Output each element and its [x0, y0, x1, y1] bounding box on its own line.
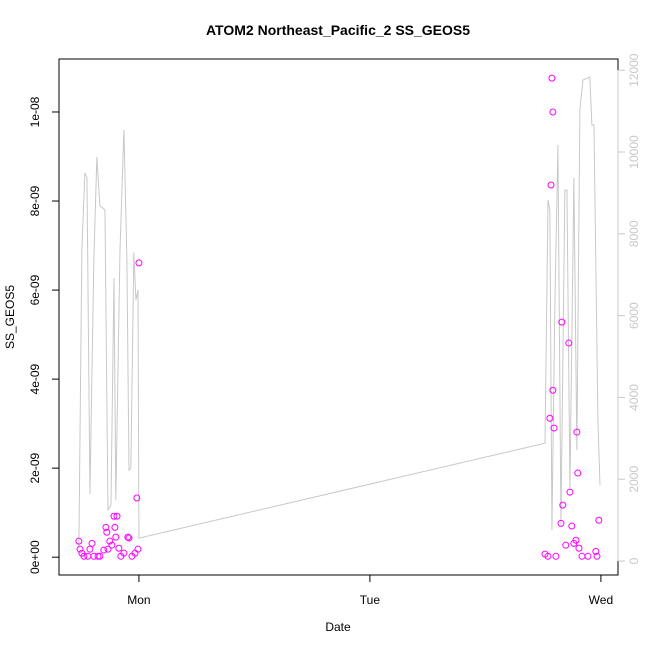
data-point — [113, 512, 121, 520]
y-tick-label: 0e+00 — [28, 540, 42, 574]
data-point — [133, 494, 141, 502]
data-point — [568, 522, 576, 530]
data-point — [550, 424, 558, 432]
data-point — [104, 545, 112, 553]
data-point — [124, 533, 132, 541]
data-point — [547, 181, 555, 189]
data-point — [544, 552, 552, 560]
data-point — [100, 546, 108, 554]
data-point — [110, 512, 118, 520]
data-point — [94, 552, 102, 560]
data-point — [559, 501, 567, 509]
data-point — [549, 386, 557, 394]
data-point — [112, 533, 120, 541]
data-point — [548, 74, 556, 82]
data-line — [78, 76, 601, 549]
x-tick-label: Wed — [589, 593, 613, 607]
data-point — [80, 552, 88, 560]
data-point — [106, 537, 114, 545]
data-point — [566, 488, 574, 496]
data-point — [562, 541, 570, 549]
data-point — [574, 469, 582, 477]
data-point — [593, 552, 601, 560]
y-tick-label: 2e-09 — [28, 452, 42, 483]
data-point — [573, 428, 581, 436]
data-point — [115, 544, 123, 552]
data-point — [96, 552, 104, 560]
x-axis-label: Date — [325, 620, 351, 634]
data-point — [111, 523, 119, 531]
data-point — [103, 528, 111, 536]
data-point — [125, 534, 133, 542]
x-tick-label: Mon — [127, 593, 150, 607]
data-point — [135, 259, 143, 267]
y-tick-label: 8e-09 — [28, 185, 42, 216]
data-point — [557, 519, 565, 527]
data-point — [572, 536, 580, 544]
data-point — [552, 552, 560, 560]
y2-tick-label: 10000 — [627, 135, 641, 169]
data-point — [592, 547, 600, 555]
y2-tick-label: 8000 — [627, 220, 641, 247]
data-point — [108, 541, 116, 549]
y-axis-label: SS_GEOS5 — [3, 285, 17, 349]
data-point — [76, 545, 84, 553]
data-point — [558, 318, 566, 326]
data-point — [595, 516, 603, 524]
y-tick-label: 4e-09 — [28, 363, 42, 394]
data-point — [575, 544, 583, 552]
data-point — [120, 549, 128, 557]
y2-tick-label: 4000 — [627, 384, 641, 411]
y2-tick-label: 12000 — [627, 53, 641, 87]
x-tick-label: Tue — [360, 593, 381, 607]
y2-tick-label: 6000 — [627, 302, 641, 329]
data-point — [546, 414, 554, 422]
data-point — [584, 552, 592, 560]
data-point — [565, 339, 573, 347]
y2-tick-label: 0 — [627, 557, 641, 564]
y-tick-label: 6e-09 — [28, 274, 42, 305]
data-point — [88, 539, 96, 547]
data-point — [75, 537, 83, 545]
data-point — [102, 523, 110, 531]
y2-tick-label: 2000 — [627, 466, 641, 493]
chart-title: ATOM2 Northeast_Pacific_2 SS_GEOS5 — [206, 22, 470, 38]
data-point — [549, 108, 557, 116]
y-tick-label: 1e-08 — [28, 96, 42, 127]
data-point — [134, 545, 142, 553]
